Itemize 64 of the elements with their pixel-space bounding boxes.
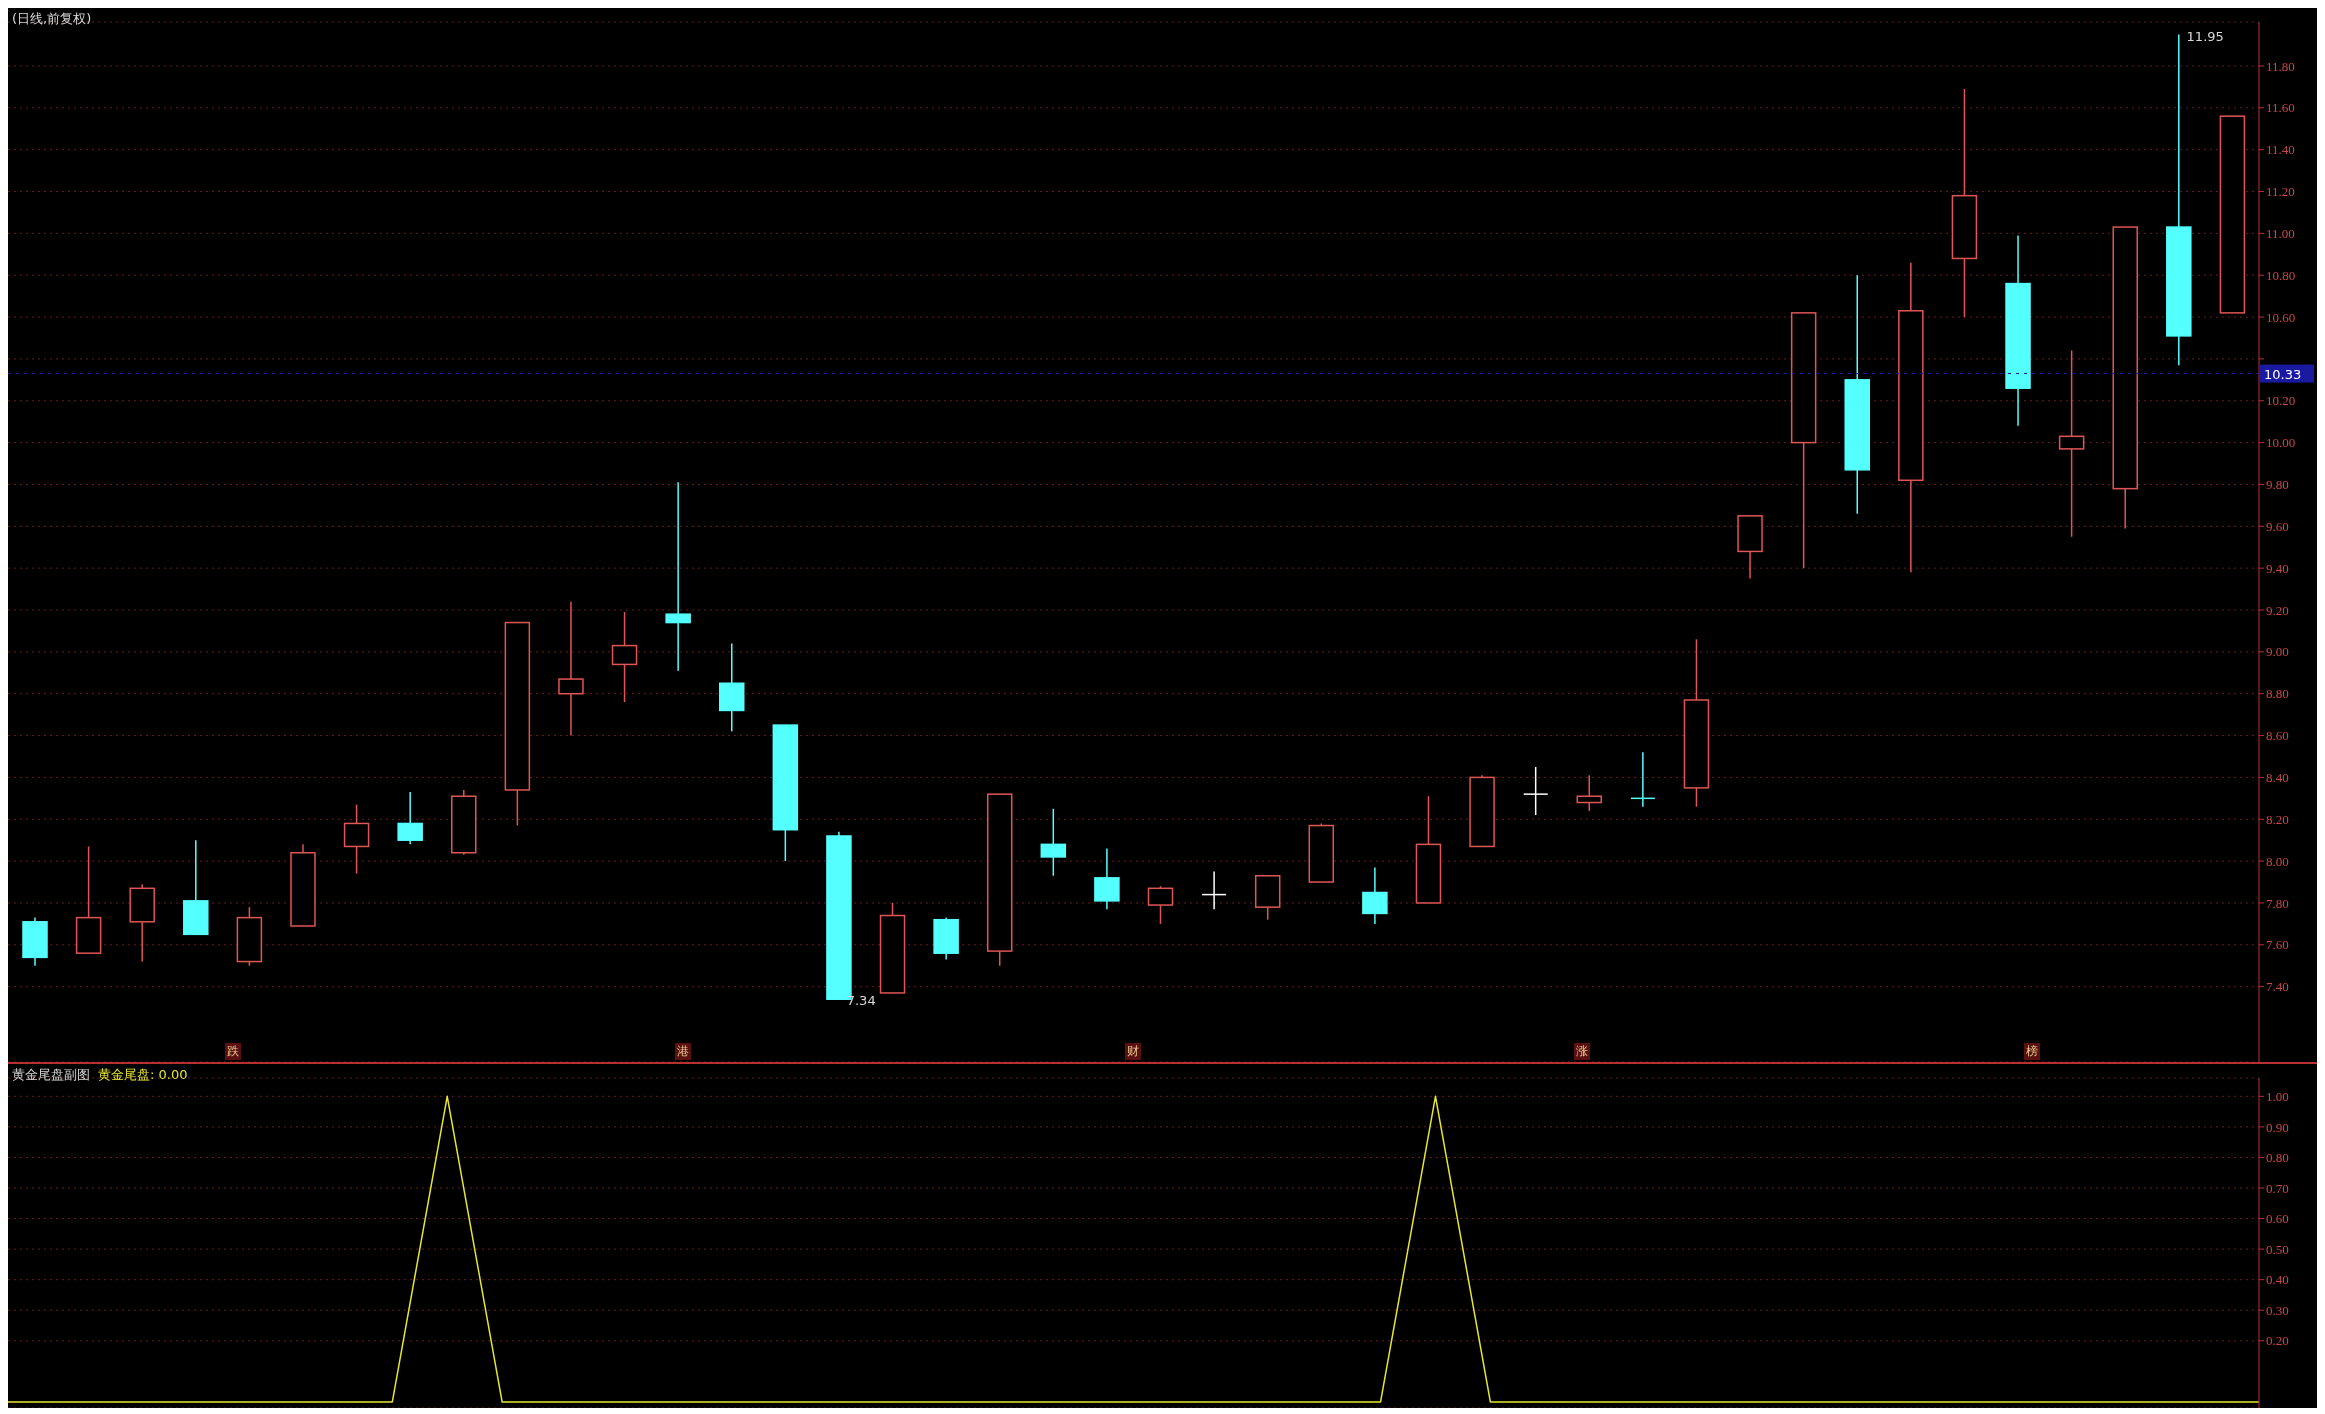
y-tick-label: 0.90 [2266,1119,2289,1135]
annotation: 财 [1124,1043,1141,1060]
y-tick-label: 8.20 [2266,811,2289,827]
y-tick-label: 7.60 [2266,937,2289,953]
y-tick-label: 0.70 [2266,1180,2289,1196]
annotation: 跌 [224,1043,241,1060]
annotation: 7.34 [846,993,876,1009]
y-tick-label: 8.60 [2266,728,2289,744]
y-tick-label: 0.50 [2266,1241,2289,1257]
candlestick [451,789,477,856]
y-tick-label: 0.30 [2266,1302,2289,1318]
chart-title: 黄金尾盘副图 [12,1067,90,1082]
annotation: 港 [674,1043,691,1060]
candlestick [719,642,745,733]
chart-title: (日线,前复权) [12,10,92,28]
candlestick [1844,274,1870,515]
y-tick-label: 11.00 [2266,225,2295,241]
candlestick [2058,349,2085,538]
candlestick [1040,808,1067,877]
candlestick [1094,847,1120,910]
candlestick [2005,234,2031,427]
text: 黄金尾盘 [98,1067,150,1082]
candlestick [1683,638,1710,808]
y-tick-label: 0.60 [2266,1211,2289,1227]
candlestick [665,481,691,672]
y-tick-label: 9.00 [2266,644,2289,660]
y-tick-label: 0.40 [2266,1272,2289,1288]
y-tick-label: 9.20 [2266,602,2289,618]
candlestick [22,916,48,967]
candlestick [558,600,584,737]
y-tick-label: 1.00 [2266,1088,2289,1104]
candlestick [1951,88,1978,318]
candlestick [1201,870,1227,910]
candlestick [611,611,638,703]
candlestick [343,803,370,875]
annotation: 11.95 [2186,28,2224,44]
y-tick-label: 8.00 [2266,853,2289,869]
candlestick [129,883,155,963]
y-tick-label: 0.20 [2266,1333,2289,1349]
annotation: 榜 [2024,1043,2041,1060]
y-tick-label: 11.40 [2266,142,2295,158]
y-tick-label: 10.20 [2266,393,2296,409]
y-tick-label: 7.40 [2266,979,2289,995]
annotation: : 0.00 [150,1067,188,1082]
y-tick-label: 9.40 [2266,560,2289,576]
candlestick [1522,766,1549,816]
candlestick [1630,751,1656,808]
y-tick-label: 9.60 [2266,518,2289,534]
y-tick-label: 11.80 [2266,58,2295,74]
y-tick-label: 7.80 [2266,895,2289,911]
y-tick-label: 10.80 [2266,267,2296,283]
y-tick-label: 8.40 [2266,770,2289,786]
annotation: 涨 [1574,1043,1591,1060]
candlestick [397,791,423,846]
y-tick-label: 0.80 [2266,1150,2289,1166]
y-tick-label: 10.60 [2266,309,2296,325]
ref-line-label: 10.33 [2264,366,2302,382]
y-tick-label: 11.60 [2266,100,2295,116]
candlestick [1898,261,1924,574]
y-tick-label: 9.80 [2266,477,2289,493]
candlestick [1362,866,1388,925]
y-tick-label: 8.80 [2266,686,2289,702]
y-tick-label: 10.00 [2266,435,2296,451]
y-tick-label: 11.20 [2266,184,2295,200]
